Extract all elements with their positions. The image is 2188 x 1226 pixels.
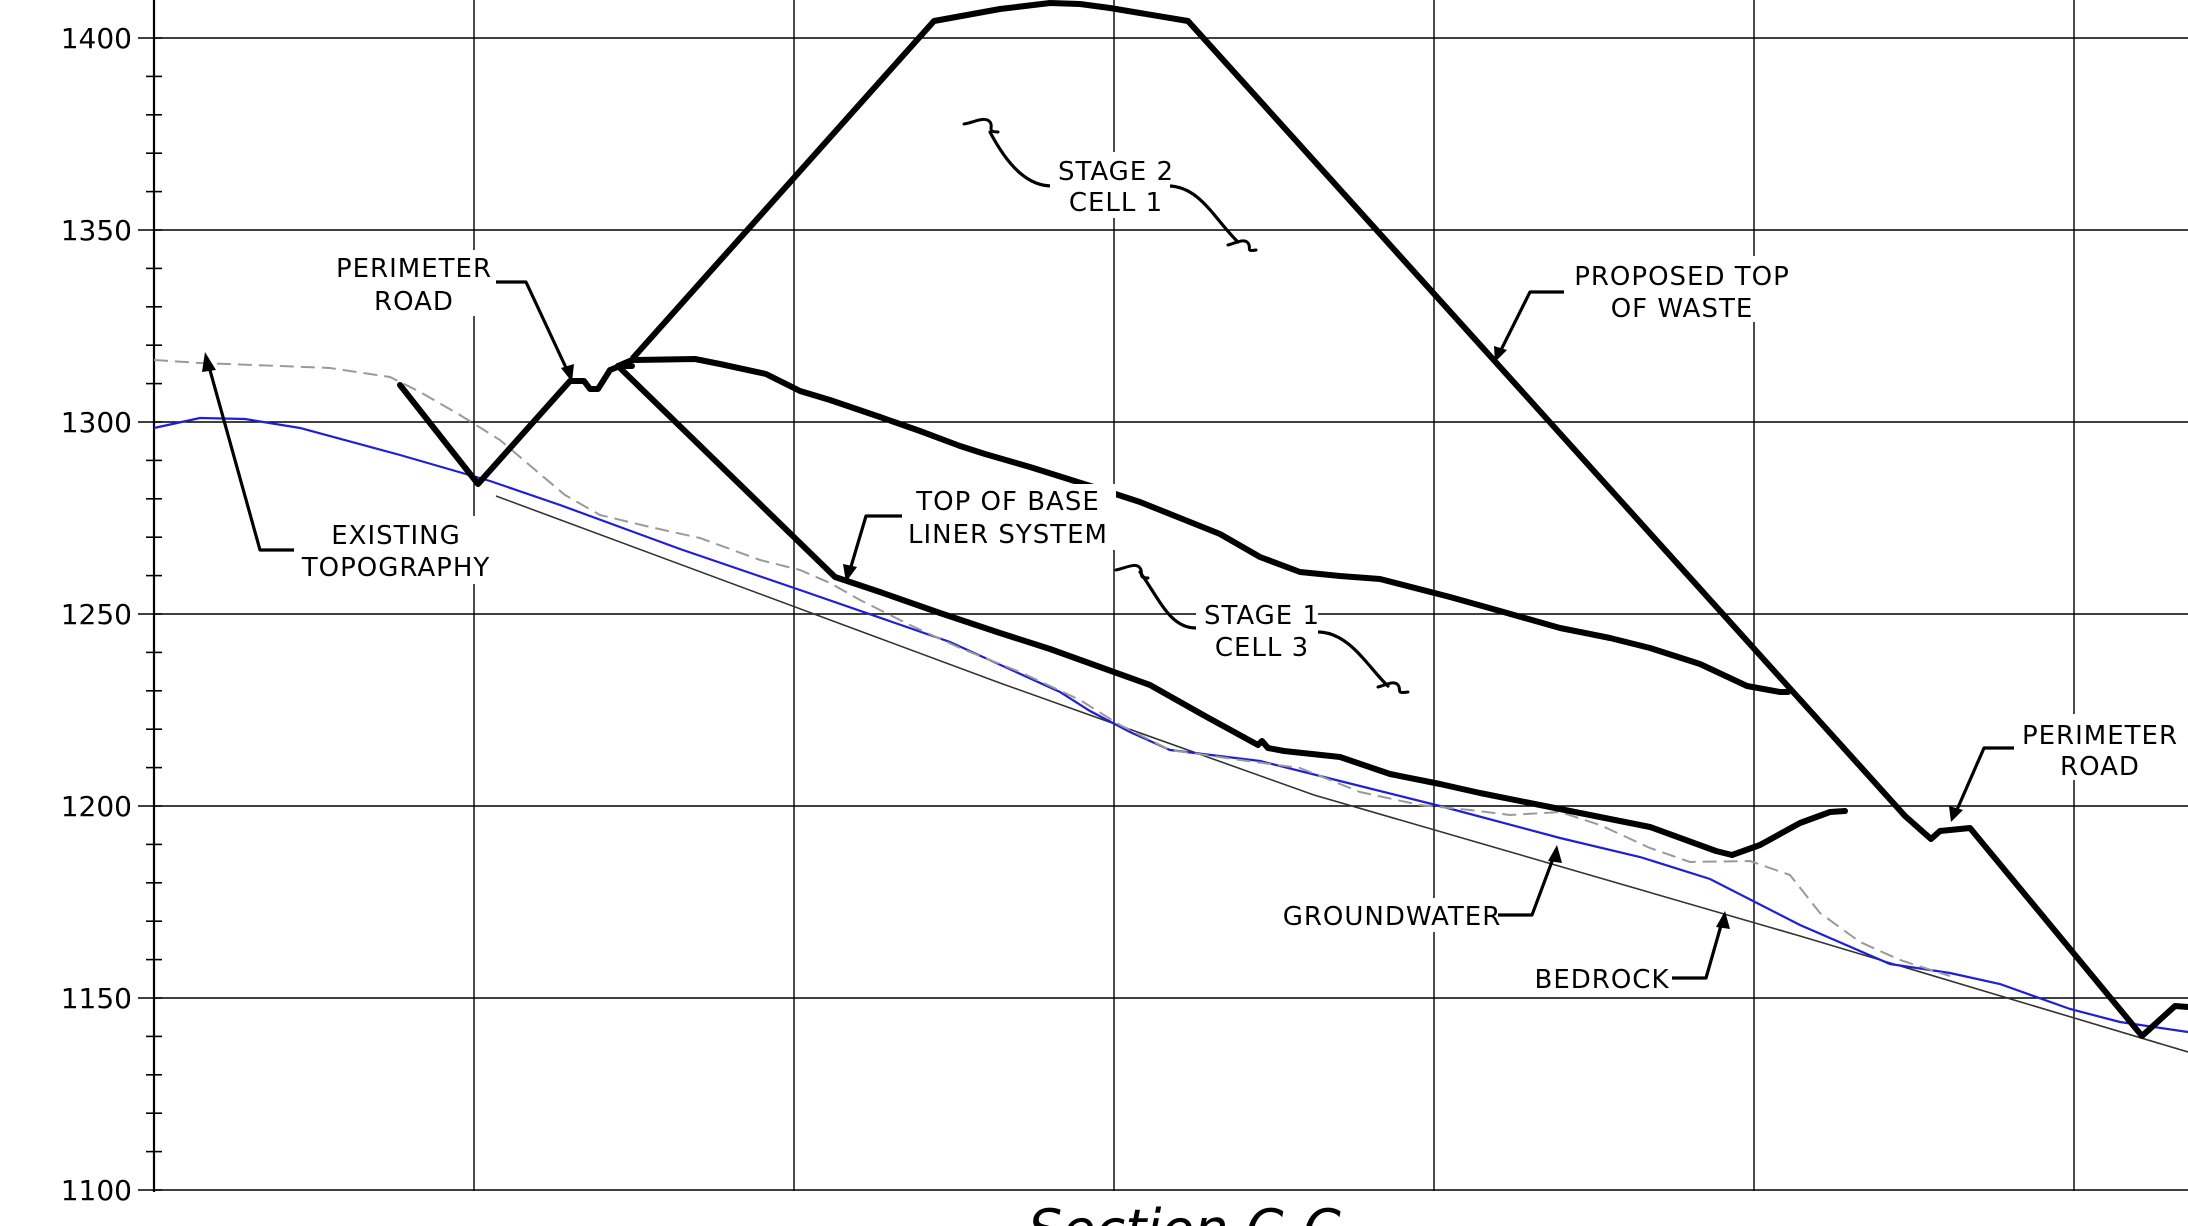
leader-perimeter-road-left (494, 280, 574, 382)
section-title: Section C-C (1028, 1198, 1341, 1226)
break-mark-stage1-lower (1376, 681, 1410, 694)
label-stage2-cell1-line2: CELL 1 (1069, 188, 1163, 218)
perimeter-road-left-line (397, 363, 635, 487)
label-existing-topography: EXISTING TOPOGRAPHY (294, 516, 500, 584)
label-perimeter-road-left-line1: PERIMETER (336, 254, 492, 284)
groundwater-line (153, 416, 2188, 1034)
ytick-label-1350: 1350 (61, 214, 132, 247)
stage1-cell3-top-line (615, 356, 1791, 695)
leader-bedrock (1670, 911, 1730, 980)
grid-horizontal (154, 37, 2188, 1191)
label-existing-topography-line2: TOPOGRAPHY (301, 553, 491, 583)
label-top-of-base-liner-line2: LINER SYSTEM (908, 520, 1108, 550)
ytick-label-1250: 1250 (61, 598, 132, 631)
label-top-of-base-liner-line1: TOP OF BASE (915, 487, 1100, 517)
ytick-label-1150: 1150 (61, 982, 132, 1015)
leader-stage1-upper (1138, 570, 1198, 630)
label-stage1-cell3-line2: CELL 3 (1215, 633, 1309, 663)
label-bedrock-text: BEDROCK (1534, 965, 1669, 995)
label-perimeter-road-right-line1: PERIMETER (2022, 721, 2178, 751)
proposed-top-of-waste-line (630, 0, 2188, 1039)
label-proposed-top-of-waste: PROPOSED TOP OF WASTE (1564, 256, 1802, 324)
label-groundwater: GROUNDWATER (1280, 898, 1502, 932)
leader-stage1-lower (1316, 630, 1390, 688)
break-mark-stage2-upper (962, 117, 1000, 134)
label-stage2-cell1: STAGE 2 CELL 1 (1050, 152, 1174, 218)
y-axis-labels: 1400 1350 1300 1250 1200 1150 1100 (61, 22, 132, 1207)
top-of-base-liner-line (615, 363, 1848, 858)
grid-vertical (473, 0, 2075, 1191)
label-groundwater-text: GROUNDWATER (1283, 902, 1502, 932)
leader-stage2-upper (988, 130, 1054, 188)
leader-stage2-lower (1166, 184, 1240, 244)
leader-groundwater (1496, 845, 1562, 917)
leader-existing-topography (202, 352, 297, 552)
label-stage1-cell3: STAGE 1 CELL 3 (1196, 596, 1320, 663)
break-mark-stage2-lower (1226, 239, 1258, 252)
leader-proposed-top-of-waste (1494, 290, 1568, 362)
label-perimeter-road-left-line2: ROAD (374, 287, 454, 317)
ytick-label-1400: 1400 (61, 22, 132, 55)
label-perimeter-road-right-line2: ROAD (2060, 752, 2140, 782)
leader-perimeter-road-right (1949, 746, 2016, 822)
label-stage2-cell1-line1: STAGE 2 (1058, 157, 1174, 187)
existing-topography-line (153, 359, 1951, 977)
bedrock-line (495, 495, 2188, 1053)
label-stage1-cell3-line1: STAGE 1 (1204, 601, 1320, 631)
label-proposed-top-of-waste-line1: PROPOSED TOP (1574, 262, 1790, 292)
label-perimeter-road-left: PERIMETER ROAD (330, 250, 496, 317)
label-perimeter-road-right: PERIMETER ROAD (2014, 714, 2188, 782)
ytick-label-1200: 1200 (61, 790, 132, 823)
leader-top-of-base-liner (843, 514, 906, 582)
ytick-label-1100: 1100 (61, 1174, 132, 1207)
y-axis-minor-ticks (138, 37, 162, 1191)
label-existing-topography-line1: EXISTING (331, 521, 461, 551)
label-bedrock: BEDROCK (1530, 962, 1672, 996)
label-top-of-base-liner: TOP OF BASE LINER SYSTEM (902, 484, 1116, 550)
ytick-label-1300: 1300 (61, 406, 132, 439)
label-proposed-top-of-waste-line2: OF WASTE (1611, 294, 1754, 324)
